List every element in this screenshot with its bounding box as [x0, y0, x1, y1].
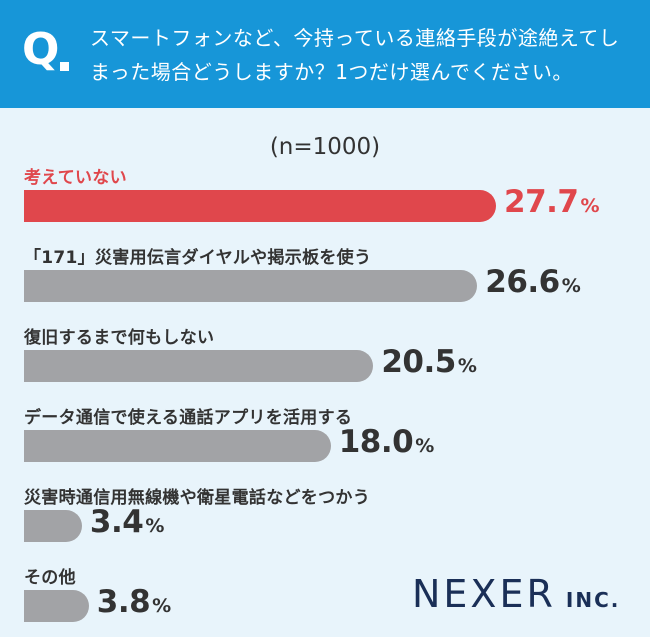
logo-suffix: INC.: [565, 588, 621, 612]
category-label: 「171」災害用伝言ダイヤルや掲示板を使う: [24, 248, 372, 268]
data-label-unit: %: [415, 435, 434, 457]
bar: [24, 510, 82, 542]
data-label: 20.5%: [381, 344, 477, 380]
sample-size: (n=1000): [269, 134, 381, 160]
data-label: 27.7%: [504, 184, 600, 220]
data-label-unit: %: [145, 515, 164, 537]
question-header: Q スマートフォンなど、今持っている連絡手段が途絶えてしまった場合どうしますか？…: [0, 0, 650, 108]
q-dot: [60, 62, 69, 71]
q-mark: Q: [22, 24, 60, 75]
data-label: 3.8%: [97, 584, 171, 620]
category-label: その他: [24, 568, 76, 588]
data-label-unit: %: [152, 595, 171, 617]
data-label-value: 18.0: [338, 424, 414, 460]
question-text: スマートフォンなど、今持っている連絡手段が途絶えてしまった場合どうしますか？1つ…: [90, 26, 620, 84]
bar: [24, 270, 478, 302]
data-label-value: 27.7: [504, 184, 579, 220]
bar: [24, 430, 331, 462]
category-label: 災害時通信用無線機や衛星電話などをつかう: [24, 488, 370, 508]
nexer-logo: NEXER INC.: [412, 572, 620, 616]
data-label: 3.4%: [90, 504, 164, 540]
data-label-unit: %: [457, 355, 477, 377]
data-label-unit: %: [561, 275, 581, 297]
category-label: 考えていない: [24, 168, 127, 188]
category-label: 復旧するまで何もしない: [24, 328, 215, 348]
data-label-value: 3.8: [96, 584, 151, 620]
data-label: 26.6%: [485, 264, 581, 300]
data-label-value: 3.4: [89, 504, 144, 540]
data-label-value: 26.6: [485, 264, 560, 300]
category-label: データ通信で使える通話アプリを活用する: [24, 408, 353, 428]
bar: [24, 350, 374, 382]
data-label: 18.0%: [338, 424, 435, 460]
bar: [24, 190, 496, 222]
bar: [24, 590, 89, 622]
data-label-unit: %: [580, 195, 600, 217]
logo-main: NEXER: [412, 572, 556, 616]
data-label-value: 20.5: [381, 344, 456, 380]
